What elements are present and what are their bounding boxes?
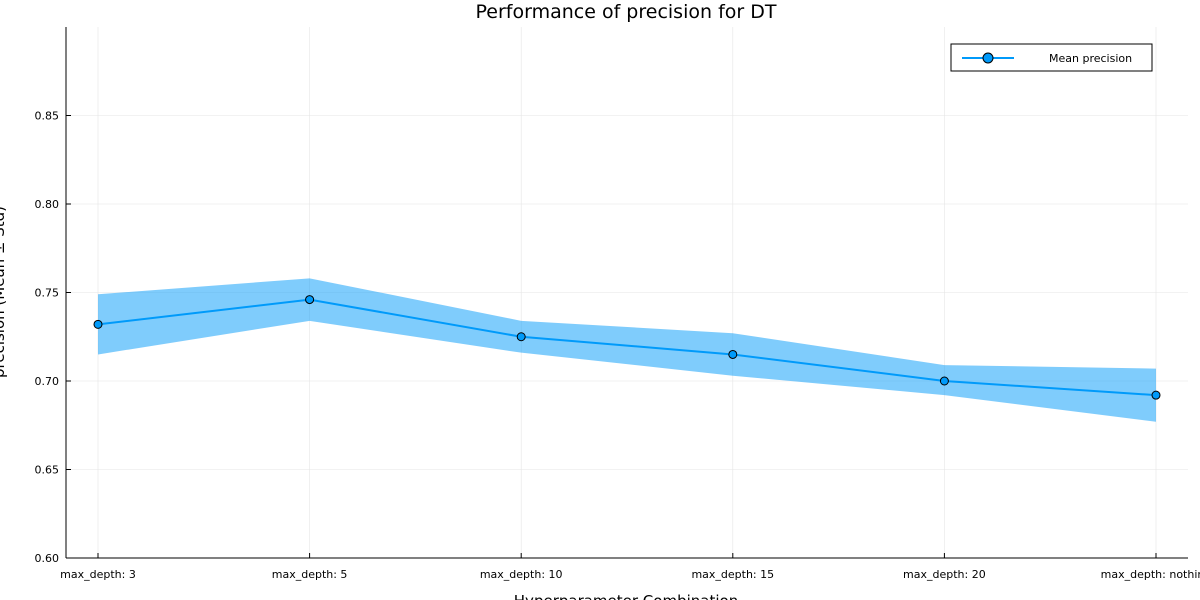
series-line-group: [97, 298, 1157, 397]
data-point-0: [93, 319, 103, 329]
x-tick-label-4: max_depth: 20: [903, 568, 986, 581]
y-axis-title: precision (Mean ± Std): [0, 206, 8, 378]
data-point-1: [305, 295, 315, 305]
x-axis-title: Hyperparameter Combination: [514, 592, 738, 600]
data-points-group: [93, 295, 1161, 400]
x-tick-label-3: max_depth: 15: [691, 568, 774, 581]
data-point-3: [728, 349, 738, 359]
y-tick-label-2: 0.70: [35, 375, 60, 388]
x-tick-label-1: max_depth: 5: [272, 568, 348, 581]
legend-marker-sample: [982, 52, 994, 64]
x-tick-label-5: max_depth: nothing: [1101, 568, 1200, 581]
y-tick-label-4: 0.80: [35, 198, 60, 211]
legend: Mean precision: [950, 43, 1153, 72]
chart-title: Performance of precision for DT: [476, 1, 777, 23]
y-tick-label-3: 0.75: [35, 287, 60, 300]
data-point-5: [1151, 390, 1161, 400]
tick-labels: 0.60 0.65 0.70 0.75 0.80 0.85 max_depth: 3 max_…: [35, 110, 1200, 582]
y-tick-label-1: 0.65: [35, 464, 60, 477]
series-line-mean-precision: [97, 298, 1157, 397]
axes: [65, 27, 1188, 559]
x-tick-label-0: max_depth: 3: [60, 568, 136, 581]
data-point-4: [939, 376, 949, 386]
y-tick-label-0: 0.60: [35, 552, 60, 565]
std-band: [98, 278, 1156, 422]
data-point-2: [516, 332, 526, 342]
x-tick-label-2: max_depth: 10: [480, 568, 563, 581]
std-band-group: [98, 278, 1156, 422]
legend-label-mean-precision: Mean precision: [1049, 52, 1132, 65]
y-tick-label-5: 0.85: [35, 110, 60, 123]
